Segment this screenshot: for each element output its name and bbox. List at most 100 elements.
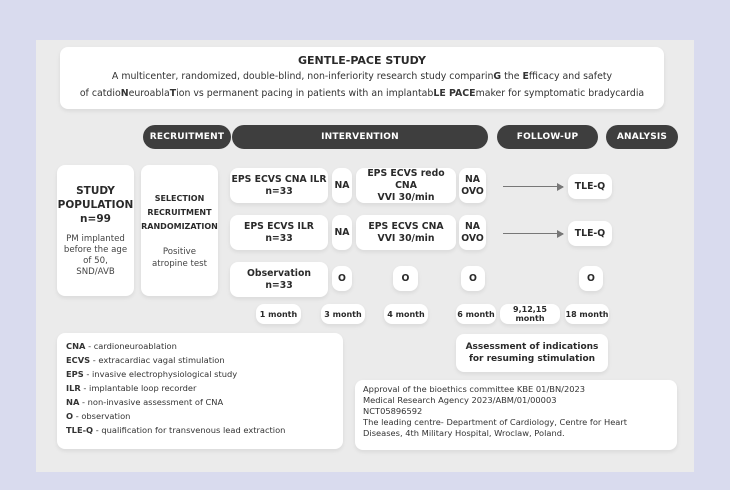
timeline-18-month: 18 month	[565, 304, 609, 324]
arm-1-box: EPS ECVS CNA ILR n=33	[230, 168, 328, 203]
arm-1-n: n=33	[265, 185, 293, 197]
arm-1-outcome-label: TLE-Q	[574, 180, 606, 192]
arm-2-n: n=33	[265, 232, 293, 244]
legend-desc: - observation	[73, 411, 131, 421]
arm-1-3month-label: NA	[334, 179, 350, 191]
arm-2-6month-label: NA	[465, 220, 480, 232]
arm-3-n: n=33	[265, 279, 293, 291]
arm-2-6month: NA OVO	[459, 215, 486, 250]
timeline-1-month-label: 1 month	[259, 309, 298, 319]
timeline-1-month: 1 month	[256, 304, 301, 324]
arm-3-label: Observation	[247, 267, 311, 279]
timeline-9-12-15-month: 9,12,15 month	[500, 304, 560, 324]
phase-recruitment: RECRUITMENT	[143, 125, 231, 149]
arm-2-label: EPS ECVS ILR	[244, 220, 314, 232]
timeline-4-month-label: 4 month	[387, 309, 425, 319]
arm-1-6month-label: NA	[465, 173, 480, 185]
legend-desc: - qualification for transvenous lead ext…	[93, 425, 286, 435]
arm-3-6month: O	[461, 266, 485, 291]
arm-3-4month-label: O	[401, 272, 410, 284]
legend-abbr: CNA	[66, 341, 86, 351]
study-subtitle-line1: A multicenter, randomized, double-blind,…	[111, 71, 613, 82]
population-desc-1: PM implanted	[66, 233, 125, 244]
atropine-test-2: atropine test	[151, 258, 208, 269]
legend-item: O - observation	[66, 409, 335, 423]
approval-line-5: Diseases, 4th Military Hospital, Wroclaw…	[363, 428, 565, 438]
recruitment-label: RECRUITMENT	[147, 207, 212, 217]
timeline-6-month: 6 month	[456, 304, 496, 324]
legend-abbr: ILR	[66, 383, 81, 393]
study-title: GENTLE-PACE STUDY	[298, 54, 426, 67]
arm-2-outcome: TLE-Q	[568, 221, 612, 246]
arm-2-outcome-label: TLE-Q	[574, 227, 606, 239]
timeline-4-month: 4 month	[384, 304, 428, 324]
arm-2-arrow	[503, 229, 564, 238]
arm-2-4month-label: EPS ECVS CNA	[368, 220, 444, 232]
legend-abbr: ECVS	[66, 355, 91, 365]
selection-label: SELECTION	[154, 193, 205, 203]
approval-line-2: Medical Research Agency 2023/ABM/01/0000…	[363, 395, 557, 405]
arm-1-4month-sub: VVI 30/min	[377, 191, 435, 203]
arm-3-4month: O	[393, 266, 418, 291]
timeline-18-month-label: 18 month	[565, 309, 609, 319]
arm-1-4month: EPS ECVS redo CNA VVI 30/min	[356, 168, 456, 203]
arm-2-6month-sub: OVO	[461, 232, 484, 244]
assessment-line-2: for resuming stimulation	[468, 354, 596, 364]
arm-1-4month-label: EPS ECVS redo CNA	[367, 167, 445, 191]
assessment-line-1: Assessment of indications	[465, 342, 599, 352]
legend-abbr: TLE-Q	[66, 425, 94, 435]
legend-item: ILR - implantable loop recorder	[66, 381, 335, 395]
arm-2-4month-sub: VVI 30/min	[377, 232, 435, 244]
arm-2-box: EPS ECVS ILR n=33	[230, 215, 328, 250]
arm-3-outcome-label: O	[587, 272, 595, 284]
arm-2-4month: EPS ECVS CNA VVI 30/min	[356, 215, 456, 250]
arm-1-outcome: TLE-Q	[568, 174, 612, 199]
timeline-3-month: 3 month	[321, 304, 365, 324]
phase-followup: FOLLOW-UP	[497, 125, 598, 149]
arm-1-arrow	[503, 182, 564, 191]
legend-item: TLE-Q - qualification for transvenous le…	[66, 423, 335, 437]
phase-analysis: ANALYSIS	[606, 125, 678, 149]
legend-desc: - extracardiac vagal stimulation	[90, 355, 225, 365]
legend-desc: - cardioneuroablation	[85, 341, 177, 351]
arm-3-outcome: O	[579, 266, 603, 291]
legend-item: EPS - invasive electrophysiological stud…	[66, 367, 335, 381]
approval-box: Approval of the bioethics committee KBE …	[355, 380, 677, 450]
approval-line-4: The leading centre- Department of Cardio…	[363, 417, 628, 427]
selection-box: SELECTION RECRUITMENT RANDOMIZATION Posi…	[141, 165, 218, 296]
randomization-label: RANDOMIZATION	[141, 221, 218, 231]
timeline-3-month-label: 3 month	[324, 309, 362, 319]
approval-line-3: NCT05896592	[363, 406, 423, 416]
atropine-test-1: Positive	[162, 246, 197, 257]
abbreviation-legend: CNA - cardioneuroablation ECVS - extracar…	[57, 333, 343, 449]
legend-abbr: O	[66, 411, 74, 421]
population-n: n=99	[80, 212, 111, 225]
arm-3-3month: O	[332, 266, 352, 291]
arm-3-box: Observation n=33	[230, 262, 328, 297]
legend-item: CNA - cardioneuroablation	[66, 339, 335, 353]
arm-1-label: EPS ECVS CNA ILR	[231, 173, 327, 185]
legend-desc: - implantable loop recorder	[80, 383, 197, 393]
arm-1-3month: NA	[332, 168, 352, 203]
timeline-9-12-15-month-label: 9,12,15 month	[513, 305, 547, 323]
assessment-box: Assessment of indications for resuming s…	[456, 334, 608, 372]
population-title-1: STUDY	[76, 184, 115, 197]
legend-item: ECVS - extracardiac vagal stimulation	[66, 353, 335, 367]
legend-desc: - invasive electrophysiological study	[83, 369, 238, 379]
legend-desc: - non-invasive assessment of CNA	[79, 397, 224, 407]
timeline-6-month-label: 6 month	[457, 309, 495, 319]
population-desc-3: of 50,	[83, 255, 108, 266]
population-desc-4: SND/AVB	[76, 266, 115, 277]
study-population-box: STUDY POPULATION n=99 PM implanted befor…	[57, 165, 134, 296]
arm-3-6month-label: O	[469, 272, 477, 284]
arm-1-6month: NA OVO	[459, 168, 486, 203]
population-desc-2: before the age	[63, 244, 128, 255]
arm-2-3month-label: NA	[334, 226, 350, 238]
legend-item: NA - non-invasive assessment of CNA	[66, 395, 335, 409]
legend-abbr: NA	[66, 397, 80, 407]
arm-2-3month: NA	[332, 215, 352, 250]
phase-intervention: INTERVENTION	[232, 125, 488, 149]
approval-line-1: Approval of the bioethics committee KBE …	[363, 384, 586, 394]
study-title-box: GENTLE-PACE STUDY A multicenter, randomi…	[60, 47, 664, 109]
legend-abbr: EPS	[66, 369, 84, 379]
